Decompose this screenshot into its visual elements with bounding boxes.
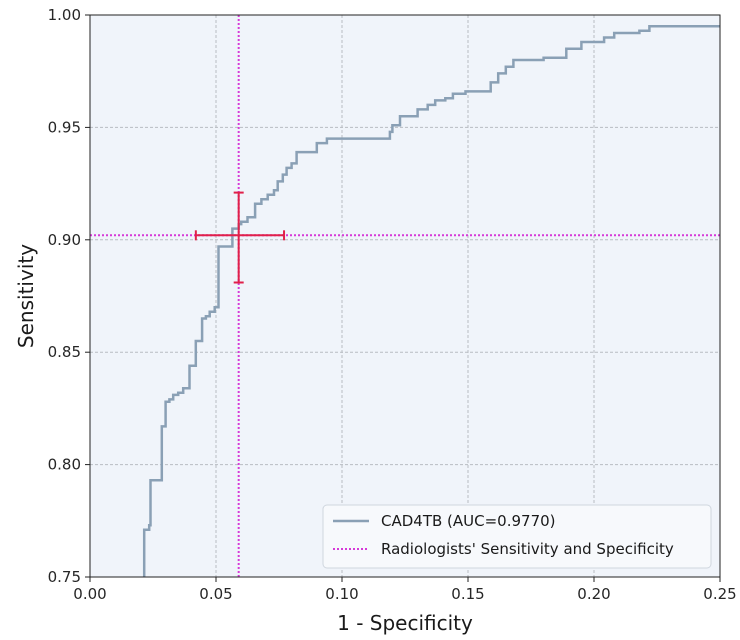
y-tick-label: 0.85 [48, 343, 81, 361]
y-tick-label: 1.00 [48, 6, 81, 24]
x-tick-label: 0.10 [325, 585, 358, 603]
x-tick-label: 0.25 [703, 585, 736, 603]
x-tick-label: 0.15 [451, 585, 484, 603]
legend-label-cad4tb: CAD4TB (AUC=0.9770) [381, 512, 556, 530]
y-tick-label: 0.80 [48, 456, 81, 474]
grid-lines [90, 15, 720, 577]
plot-frame [89, 14, 721, 578]
legend-box [322, 504, 712, 569]
x-tick-label: 0.20 [577, 585, 610, 603]
y-axis-label: Sensitivity [14, 244, 38, 348]
y-tick-label: 0.90 [48, 231, 81, 249]
legend: CAD4TB (AUC=0.9770) Radiologists' Sensit… [322, 504, 712, 569]
y-axis-ticks: 0.75 0.80 0.85 0.90 0.95 1.00 [48, 6, 90, 586]
x-tick-label: 0.05 [199, 585, 232, 603]
plot-area [90, 15, 720, 577]
series-group [90, 15, 720, 577]
roc-curve-cad4tb [142, 24, 720, 577]
x-axis-ticks: 0.00 0.05 0.10 0.15 0.20 0.25 [73, 577, 737, 603]
x-tick-label: 0.00 [73, 585, 106, 603]
y-tick-label: 0.75 [48, 568, 81, 586]
legend-label-radiologists: Radiologists' Sensitivity and Specificit… [381, 540, 674, 558]
y-tick-label: 0.95 [48, 118, 81, 136]
x-axis-label: 1 - Specificity [337, 611, 473, 635]
